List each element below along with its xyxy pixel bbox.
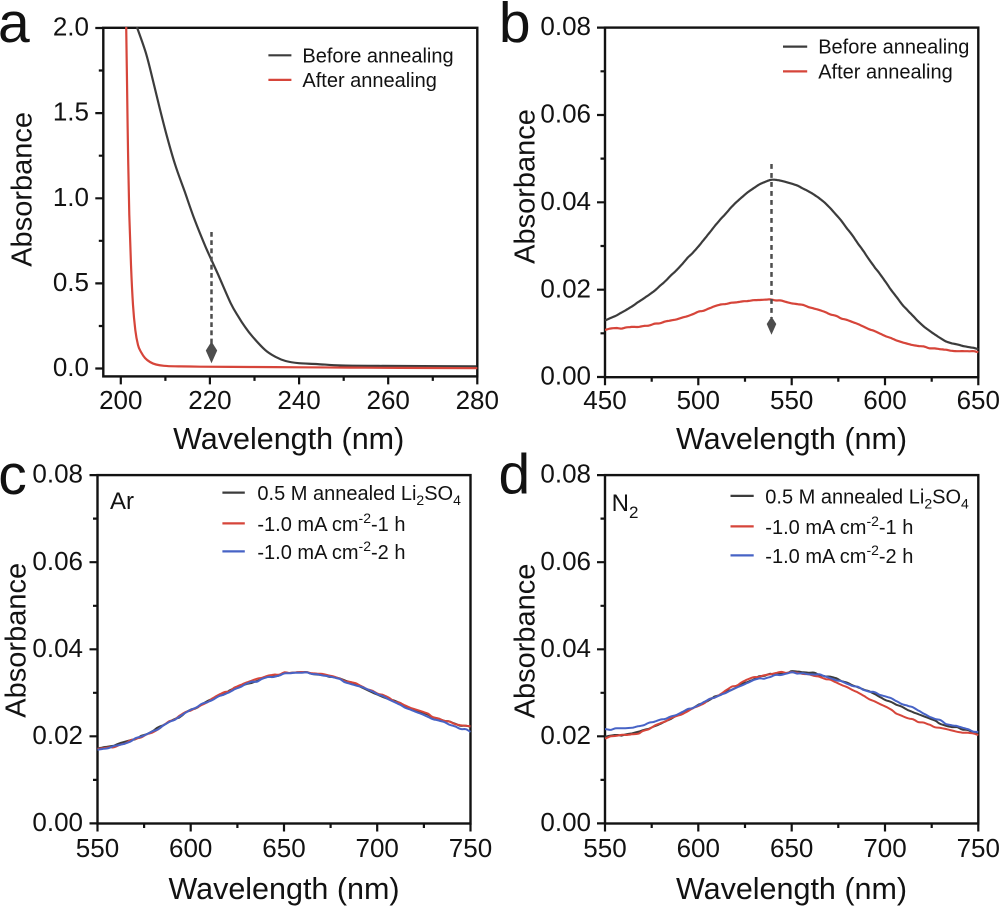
svg-text:0.5 M annealed Li2SO4: 0.5 M annealed Li2SO4 xyxy=(257,483,461,508)
svg-text:2.0: 2.0 xyxy=(53,12,89,42)
svg-text:700: 700 xyxy=(863,833,906,863)
svg-text:650: 650 xyxy=(770,833,813,863)
svg-text:0.08: 0.08 xyxy=(540,11,591,41)
svg-text:Before annealing: Before annealing xyxy=(302,45,453,67)
svg-text:500: 500 xyxy=(677,385,720,415)
svg-text:-1.0 mA cm-2-2 h: -1.0 mA cm-2-2 h xyxy=(765,542,913,568)
svg-text:0.06: 0.06 xyxy=(540,546,591,576)
svg-text:0.02: 0.02 xyxy=(32,720,83,750)
svg-text:700: 700 xyxy=(356,833,399,863)
svg-text:0.04: 0.04 xyxy=(540,186,591,216)
svg-text:220: 220 xyxy=(188,385,231,415)
svg-text:750: 750 xyxy=(449,833,492,863)
svg-text:d: d xyxy=(499,443,531,507)
svg-text:600: 600 xyxy=(677,833,720,863)
svg-text:Wavelength (nm): Wavelength (nm) xyxy=(676,422,907,456)
svg-text:0.06: 0.06 xyxy=(540,99,591,129)
svg-text:Ar: Ar xyxy=(110,488,134,515)
svg-text:c: c xyxy=(0,443,27,507)
svg-text:0.5: 0.5 xyxy=(53,267,89,297)
svg-text:750: 750 xyxy=(957,833,1000,863)
svg-text:600: 600 xyxy=(169,833,212,863)
svg-text:0.06: 0.06 xyxy=(32,546,83,576)
svg-text:-1.0 mA cm-2-2 h: -1.0 mA cm-2-2 h xyxy=(257,538,405,564)
svg-text:-1.0 mA cm-2-1 h: -1.0 mA cm-2-1 h xyxy=(257,510,405,536)
svg-text:200: 200 xyxy=(99,385,142,415)
svg-text:280: 280 xyxy=(456,385,499,415)
svg-text:Absorbance: Absorbance xyxy=(7,112,39,267)
svg-text:550: 550 xyxy=(76,833,119,863)
svg-text:Wavelength (nm): Wavelength (nm) xyxy=(168,872,399,906)
svg-text:0.08: 0.08 xyxy=(540,459,591,489)
svg-text:260: 260 xyxy=(367,385,410,415)
svg-text:0.08: 0.08 xyxy=(32,459,83,489)
svg-text:240: 240 xyxy=(277,385,320,415)
svg-text:After annealing: After annealing xyxy=(818,61,953,83)
svg-text:0.00: 0.00 xyxy=(540,361,591,391)
svg-text:650: 650 xyxy=(957,385,1000,415)
svg-text:0.04: 0.04 xyxy=(32,633,83,663)
svg-text:0.00: 0.00 xyxy=(32,807,83,837)
svg-text:a: a xyxy=(0,0,30,55)
svg-text:450: 450 xyxy=(583,385,626,415)
svg-text:550: 550 xyxy=(770,385,813,415)
svg-text:Absorbance: Absorbance xyxy=(1,563,33,718)
svg-text:Before annealing: Before annealing xyxy=(818,37,969,59)
svg-text:b: b xyxy=(499,0,531,55)
svg-text:0.5 M annealed Li2SO4: 0.5 M annealed Li2SO4 xyxy=(765,486,969,511)
svg-text:1.5: 1.5 xyxy=(53,97,89,127)
svg-text:Wavelength (nm): Wavelength (nm) xyxy=(173,422,404,456)
svg-text:550: 550 xyxy=(583,833,626,863)
svg-text:1.0: 1.0 xyxy=(53,182,89,212)
svg-text:After annealing: After annealing xyxy=(302,70,437,92)
svg-text:0.02: 0.02 xyxy=(540,720,591,750)
svg-text:0.02: 0.02 xyxy=(540,273,591,303)
svg-text:0.0: 0.0 xyxy=(53,352,89,382)
svg-text:Wavelength (nm): Wavelength (nm) xyxy=(676,872,907,906)
svg-text:650: 650 xyxy=(262,833,305,863)
svg-text:Absorbance: Absorbance xyxy=(510,564,542,719)
svg-text:-1.0 mA cm-2-1 h: -1.0 mA cm-2-1 h xyxy=(765,513,913,539)
svg-text:0.04: 0.04 xyxy=(540,633,591,663)
svg-text:600: 600 xyxy=(863,385,906,415)
svg-text:Absorbance: Absorbance xyxy=(510,109,542,264)
svg-text:0.00: 0.00 xyxy=(540,807,591,837)
